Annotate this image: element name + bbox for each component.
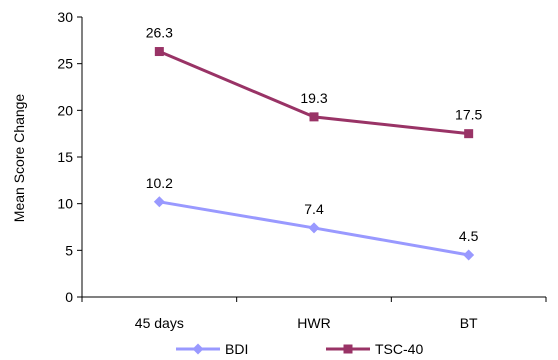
data-label-tsc-40: 17.5 [455,107,482,123]
data-point-bdi [463,250,474,261]
data-labels: 10.2 7.4 4.5 26.3 19.3 17.5 [146,25,483,244]
series-markers [154,47,474,260]
legend: BDI TSC-40 [176,341,423,357]
data-point-tsc-40 [310,112,319,121]
y-axis-title: Mean Score Change [11,94,27,223]
y-tick-label: 30 [57,9,73,25]
x-tick-label: BT [460,315,478,331]
legend-label-bdi: BDI [225,341,248,357]
data-point-tsc-40 [464,129,473,138]
y-tick-label: 5 [65,242,73,258]
x-axis-ticks: 45 days HWR BT [82,297,546,331]
data-label-bdi: 4.5 [459,228,479,244]
y-tick-label: 10 [57,196,73,212]
legend-marker-tsc-40 [344,345,353,354]
data-label-tsc-40: 19.3 [300,90,327,106]
data-point-bdi [309,222,320,233]
x-tick-label: 45 days [135,315,184,331]
data-point-tsc-40 [155,47,164,56]
y-tick-label: 15 [57,149,73,165]
y-tick-label: 0 [65,289,73,305]
legend-label-tsc-40: TSC-40 [375,341,423,357]
data-label-bdi: 7.4 [304,201,324,217]
y-tick-label: 25 [57,56,73,72]
x-tick-label: HWR [297,315,330,331]
legend-marker-bdi [193,344,204,355]
data-label-tsc-40: 26.3 [146,25,173,41]
data-label-bdi: 10.2 [146,175,173,191]
axes [82,17,546,297]
y-axis-ticks: 0 5 10 15 20 25 30 [57,9,82,305]
y-tick-label: 20 [57,102,73,118]
data-point-bdi [154,196,165,207]
